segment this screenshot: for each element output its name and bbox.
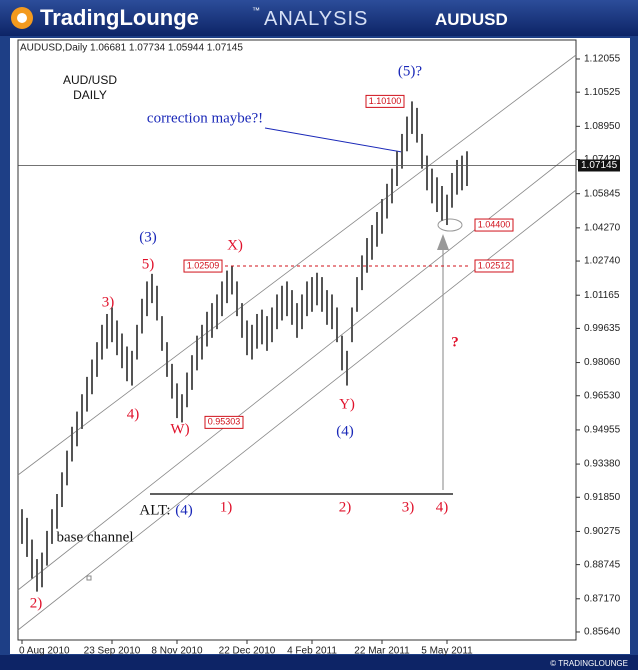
y-tick-label: 0.88745 xyxy=(584,559,621,570)
wave-label: 1) xyxy=(220,499,233,515)
wave-label: W) xyxy=(170,421,189,437)
y-tick-label: 1.05845 xyxy=(584,188,621,199)
price-box-label: 0.95303 xyxy=(208,417,241,427)
wave-label: X) xyxy=(227,237,243,253)
pointer-line xyxy=(264,127,403,153)
wave-labels: (5)? correction maybe?! (3) 5) 3) 4) W) … xyxy=(30,63,459,611)
x-tick-label: 0 Aug 2010 xyxy=(19,646,70,657)
y-tick-label: 1.12055 xyxy=(584,54,621,65)
chart-title: AUD/USD xyxy=(63,73,117,87)
y-tick-label: 0.93380 xyxy=(584,459,621,470)
y-tick-label: 0.91850 xyxy=(584,492,621,503)
wave-label: 2) xyxy=(30,595,43,611)
y-tick-label: 0.98060 xyxy=(584,357,621,368)
y-tick-label: 0.99635 xyxy=(584,323,621,334)
price-box xyxy=(474,218,514,232)
price-box-label: 1.10100 xyxy=(369,96,402,106)
wave-label: Y) xyxy=(339,396,355,412)
price-box xyxy=(183,259,223,273)
wave-label: (4) xyxy=(175,502,193,518)
price-box-label: 1.04400 xyxy=(478,219,511,229)
y-tick-label: 1.04270 xyxy=(584,222,621,233)
symbol: AUDUSD xyxy=(435,10,508,29)
last-price-box xyxy=(578,159,620,172)
brand: TradingLounge xyxy=(40,5,199,30)
chart-panel xyxy=(10,38,630,654)
header-band xyxy=(0,0,638,36)
y-tick-label: 0.94955 xyxy=(584,425,621,436)
info-line: AUDUSD,Daily 1.06681 1.07734 1.05944 1.0… xyxy=(20,43,243,54)
wave-label: (5)? xyxy=(398,63,422,79)
y-tick-label: 1.01165 xyxy=(584,290,620,301)
wave-label: (4) xyxy=(336,423,354,439)
question-mark: ? xyxy=(451,334,459,350)
wave-label: 3) xyxy=(402,499,415,515)
y-tick-label: 1.08950 xyxy=(584,121,621,132)
price-box-label: 1.02509 xyxy=(187,260,220,270)
target-ellipse xyxy=(437,218,463,232)
logo-inner xyxy=(17,13,27,23)
x-tick-label: 8 Nov 2010 xyxy=(151,646,203,657)
wave-label: 3) xyxy=(102,294,115,310)
x-tick-label: 22 Mar 2011 xyxy=(354,646,410,657)
chart-subtitle: DAILY xyxy=(73,88,107,102)
x-tick-label: 23 Sep 2010 xyxy=(84,646,141,657)
plot-frame xyxy=(17,39,577,641)
comment: correction maybe?! xyxy=(147,110,263,126)
x-tick-label: 22 Dec 2010 xyxy=(219,646,276,657)
alt-label: ALT: xyxy=(139,502,170,518)
wave-label: 5) xyxy=(142,256,155,272)
footer-band xyxy=(0,655,638,670)
y-tick-label: 0.96530 xyxy=(584,390,621,401)
price-box xyxy=(365,94,405,108)
price-box xyxy=(204,415,244,429)
wave-label: (3) xyxy=(139,229,157,245)
last-price-label: 1.07145 xyxy=(581,160,618,171)
channel-label: base channel xyxy=(56,529,133,545)
wave-label: 4) xyxy=(436,499,449,515)
y-tick-label: 0.85640 xyxy=(584,627,621,638)
x-tick-label: 4 Feb 2011 xyxy=(287,646,337,657)
anchor-point xyxy=(86,575,92,581)
y-tick-label: 1.02740 xyxy=(584,256,621,267)
trademark: ™ xyxy=(252,6,260,15)
arrow-head xyxy=(437,234,449,250)
brand-subtitle: ANALYSIS xyxy=(264,8,368,30)
price-box-label: 1.02512 xyxy=(478,260,511,270)
wave-label: 2) xyxy=(339,499,352,515)
footer: © TRADINGLOUNGE xyxy=(550,659,628,668)
wave-label: 4) xyxy=(127,406,140,422)
price-box xyxy=(474,259,514,273)
x-tick-label: 5 May 2011 xyxy=(421,646,473,657)
y-tick-label: 1.10525 xyxy=(584,87,621,98)
y-tick-label: 0.87170 xyxy=(584,593,621,604)
y-tick-label: 0.90275 xyxy=(584,526,621,537)
channel-line xyxy=(17,54,577,476)
